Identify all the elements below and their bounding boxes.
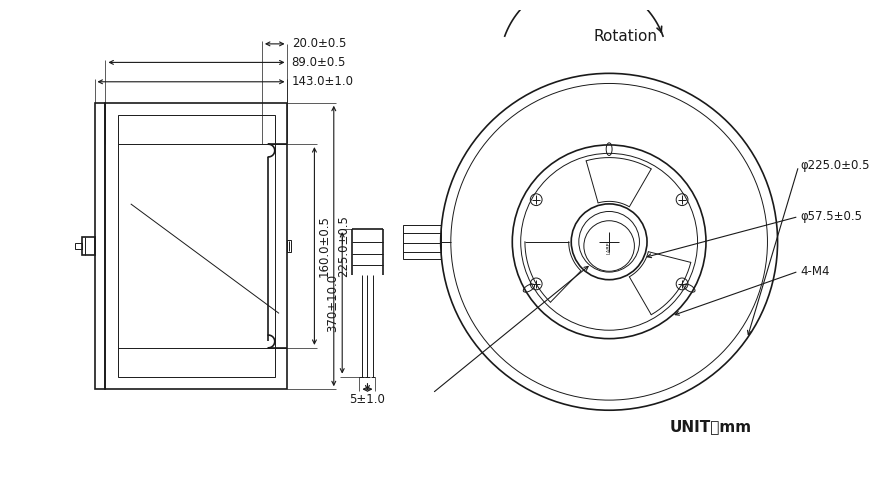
Text: 5±1.0: 5±1.0 <box>349 394 385 406</box>
Text: 160.0±0.5: 160.0±0.5 <box>318 215 330 277</box>
Text: UNIT：mm: UNIT：mm <box>668 420 751 434</box>
Text: φ57.5±0.5: φ57.5±0.5 <box>799 210 861 223</box>
Bar <box>82 237 95 255</box>
Text: Rotation: Rotation <box>594 29 658 44</box>
Text: 370±10.0: 370±10.0 <box>326 274 338 332</box>
Text: φ225.0±0.5: φ225.0±0.5 <box>799 159 869 173</box>
Text: LABEL: LABEL <box>606 238 611 254</box>
Bar <box>287 240 291 252</box>
Text: 4-M4: 4-M4 <box>799 265 829 278</box>
Bar <box>402 225 440 259</box>
Text: 225.0±0.5: 225.0±0.5 <box>337 215 349 277</box>
Bar <box>105 103 287 389</box>
Bar <box>118 116 275 376</box>
Bar <box>95 103 105 389</box>
Text: 89.0±0.5: 89.0±0.5 <box>291 56 346 69</box>
Text: 143.0±1.0: 143.0±1.0 <box>291 75 353 88</box>
Text: 20.0±0.5: 20.0±0.5 <box>291 37 346 50</box>
Bar <box>76 244 82 248</box>
